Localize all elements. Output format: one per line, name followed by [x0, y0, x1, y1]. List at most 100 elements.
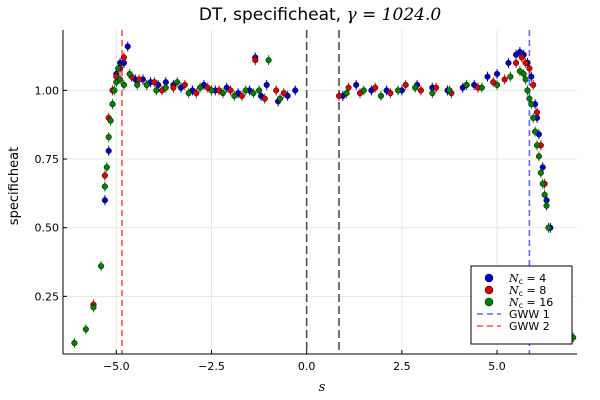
- y-axis-label: specificheat: [7, 147, 22, 225]
- legend-label: Nc = 16: [508, 296, 553, 310]
- data-point: [524, 87, 531, 94]
- legend-label-suffix: = 8: [523, 284, 546, 297]
- x-tick-label: 5.0: [488, 360, 506, 373]
- x-tick-label: 2.5: [393, 360, 411, 373]
- data-point: [402, 81, 409, 88]
- data-point: [242, 87, 249, 94]
- y-tick-label: 0.50: [35, 222, 60, 235]
- data-point: [533, 109, 541, 116]
- legend-label: Nc = 8: [508, 284, 546, 298]
- data-point: [545, 224, 552, 231]
- data-point: [115, 65, 122, 72]
- legend-label: Nc = 4: [508, 272, 546, 286]
- data-point: [377, 92, 384, 99]
- x-axis-label: s: [319, 380, 326, 395]
- data-points: [71, 41, 577, 349]
- data-point: [528, 101, 535, 108]
- data-point: [117, 76, 124, 83]
- data-point: [343, 90, 350, 97]
- data-point: [526, 95, 533, 102]
- data-point: [238, 92, 245, 99]
- data-point: [513, 59, 520, 66]
- data-point: [539, 180, 546, 187]
- data-point: [433, 84, 440, 91]
- data-point: [526, 65, 533, 72]
- legend-label: GWW 1: [509, 308, 550, 321]
- data-point: [537, 169, 544, 176]
- legend-marker: [484, 297, 494, 307]
- data-point: [197, 84, 204, 91]
- data-point: [107, 117, 114, 124]
- data-point: [429, 90, 436, 97]
- data-point: [507, 73, 514, 80]
- data-point: [372, 84, 379, 91]
- y-tick-label: 1.00: [35, 84, 60, 97]
- data-point: [170, 84, 177, 91]
- data-point: [181, 81, 188, 88]
- data-point: [124, 43, 131, 50]
- data-point: [101, 197, 108, 204]
- data-point: [98, 263, 105, 270]
- data-point: [153, 87, 160, 94]
- data-point: [478, 84, 485, 91]
- y-tick-label: 0.25: [35, 290, 60, 303]
- data-point: [227, 87, 234, 94]
- legend-label-subscript: c: [519, 301, 523, 310]
- legend-label-symbol: N: [508, 284, 519, 297]
- data-point: [256, 87, 263, 94]
- data-point: [231, 92, 238, 99]
- data-point: [143, 81, 150, 88]
- data-point: [250, 90, 257, 97]
- data-point: [532, 128, 539, 135]
- data-point: [265, 57, 272, 64]
- x-tick-label: 0.0: [298, 360, 316, 373]
- data-point: [193, 90, 200, 97]
- data-point: [541, 191, 548, 198]
- data-point: [219, 90, 226, 97]
- legend-label-suffix: = 4: [523, 272, 546, 285]
- data-point: [484, 73, 491, 80]
- legend-label-suffix: = 16: [523, 296, 553, 309]
- data-point: [360, 87, 367, 94]
- data-point: [417, 87, 424, 94]
- legend-label-symbol: N: [508, 296, 519, 309]
- data-point: [412, 84, 419, 91]
- data-point: [105, 147, 112, 154]
- reference-lines: [121, 30, 531, 354]
- data-point: [395, 87, 402, 94]
- legend-label-subscript: c: [519, 277, 523, 286]
- data-point: [105, 134, 112, 141]
- data-point: [261, 95, 268, 102]
- data-point: [101, 172, 108, 179]
- x-tick-label: −5.0: [103, 360, 130, 373]
- data-point: [252, 57, 259, 64]
- data-point: [151, 79, 158, 86]
- data-point: [134, 81, 141, 88]
- data-point: [276, 95, 284, 102]
- data-point: [126, 70, 133, 77]
- data-point: [120, 54, 127, 61]
- legend-marker: [484, 273, 494, 283]
- data-point: [111, 87, 118, 94]
- data-point: [273, 87, 280, 94]
- data-point: [162, 84, 169, 91]
- data-point: [71, 339, 78, 347]
- data-point: [101, 183, 108, 190]
- data-point: [505, 59, 512, 66]
- data-point: [543, 202, 550, 209]
- legend-label-subscript: c: [519, 289, 523, 298]
- data-point: [136, 76, 143, 83]
- data-point: [501, 76, 508, 83]
- data-point: [530, 81, 537, 88]
- legend-label-symbol: N: [508, 272, 519, 285]
- x-tick-label: −2.5: [198, 360, 225, 373]
- data-point: [90, 304, 97, 311]
- data-point: [533, 142, 541, 149]
- data-point: [103, 164, 110, 171]
- data-point: [208, 87, 215, 94]
- axes: −5.0 −2.5 0.0 2.5 5.0 0.25 0.50 0.75 1.00: [35, 30, 577, 373]
- data-point: [520, 70, 527, 77]
- legend-marker: [484, 285, 494, 295]
